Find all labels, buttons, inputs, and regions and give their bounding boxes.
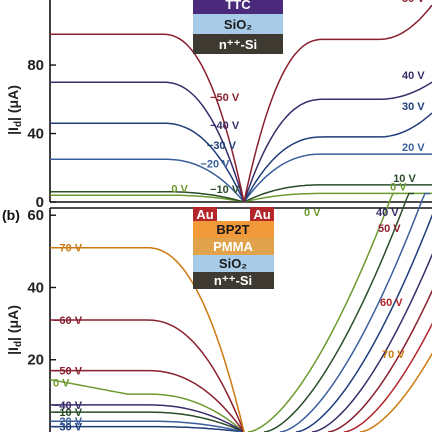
- panel-b-series-label: −20 V: [53, 416, 83, 428]
- panel-a-curve-left-minus-40-v: [50, 81, 245, 203]
- panel-b-y-axis-label: |Id| (μA): [5, 305, 24, 355]
- panel-a-curve-left-minus-30-v: [50, 122, 245, 203]
- panel-a-layer-n-si: [193, 34, 283, 54]
- panel-a-series-label: −10 V: [210, 184, 240, 196]
- panel-b-series-label: −40 V: [53, 400, 83, 412]
- panel-a-device-stack: TTC SiO₂ n⁺⁺-Si: [193, 0, 283, 54]
- panel-a-curve-right-0-v: [243, 192, 432, 203]
- panel-a-series-label: 0 V: [171, 183, 188, 195]
- panel-b-ticks: 20 40 60: [27, 207, 56, 369]
- panel-b-curve-left-minus-70-v: [50, 246, 245, 432]
- panel-a-curve-right-40-v: [243, 81, 432, 203]
- panel-a-series-label: −50 V: [210, 92, 240, 104]
- panel-b-series-labels: −30 V−20 V−10 V 0 V −40 V −50 V −60 V −70 V 0 …: [53, 207, 405, 432]
- panel-b-electrode-right: [250, 207, 274, 221]
- panel-b-series-label: −10 V: [53, 407, 83, 419]
- panel-a-series-label: 30 V: [402, 101, 425, 113]
- panel-a-series-label: 20 V: [402, 142, 425, 154]
- panel-a-ytick-label: 0: [36, 194, 44, 211]
- panel-b-curve-right-40-v: [311, 253, 432, 432]
- panel-a-curve-left-minus-10-v: [50, 190, 245, 203]
- panel-b-series-label: −30 V: [53, 422, 83, 432]
- panel-b-electrode-label: Au: [196, 207, 213, 222]
- panel-a-series-label: 50 V: [402, 0, 425, 5]
- panel-b-curve-right-20-v: [279, 192, 430, 432]
- panel-b-series-label: 70 V: [382, 349, 405, 361]
- panel-b-layer-pmma: [193, 238, 274, 255]
- panel-a-y-axis-label: |Id| (μA): [5, 85, 24, 135]
- panel-b-layer-label: BP2T: [216, 222, 249, 237]
- panel-b-curve-right-0-v: [247, 192, 398, 432]
- panel-b-ytick-label: 40: [27, 279, 44, 296]
- panel-b-layer-sio: [193, 255, 274, 272]
- panel-a-series-label: −40 V: [210, 120, 240, 132]
- panel-a-series-label: −20 V: [200, 159, 230, 171]
- panel-b-series-label: 40 V: [376, 207, 399, 219]
- panel-b-series-label: 50 V: [378, 223, 401, 235]
- panel-b-series-label: −70 V: [53, 243, 83, 255]
- panel-b-series-label: −60 V: [53, 315, 83, 327]
- panel-b-layer-label: PMMA: [213, 239, 253, 254]
- panel-b-electrode-left: [193, 207, 217, 221]
- panel-b-curve-right-70-v: [359, 352, 432, 432]
- panel-b-label: (b): [2, 207, 20, 223]
- panel-b-layer-label: SiO₂: [219, 256, 247, 271]
- panel-b-ytick-label: 60: [27, 207, 44, 224]
- panel-a-curves: [50, 4, 432, 203]
- panel-a-curve-left-minus-20-v: [50, 158, 245, 203]
- panel-b-curve-left-minus-20-v: [50, 420, 245, 432]
- panel-a-curve-left-minus-50-v: [50, 33, 245, 203]
- panel-b-curve-right-60-v: [343, 322, 432, 432]
- panel-a-ytick-label: 40: [27, 126, 44, 143]
- panel-a-curve-right-10-v: [243, 184, 432, 203]
- panel-b-curve-left-minus-10-v: [50, 411, 245, 432]
- panel-b-curve-right-30-v: [295, 213, 432, 432]
- panel-b-series-label: 60 V: [380, 297, 403, 309]
- panel-a-series-label: 40 V: [402, 70, 425, 82]
- panel-b-curve-left-minus-50-v: [50, 369, 245, 432]
- panel-a-series-label: 0 V: [390, 181, 407, 193]
- panel-b-curve-left-minus-30-v: [50, 425, 245, 432]
- panel-a-series-label: −30 V: [207, 140, 237, 152]
- panel-a-layer-sio: [193, 14, 283, 34]
- panel-a-layer-label: SiO₂: [224, 17, 252, 32]
- panel-a-layer-label: n⁺⁺-Si: [219, 37, 257, 52]
- panel-b-electrode-label: Au: [253, 207, 270, 222]
- panel-a-ticks: 0 40 80: [27, 57, 56, 211]
- panel-a-series-labels: 0 V −10 V−20 V−30 V−40 V−50 V0 V10 V20 V3…: [171, 0, 425, 196]
- panel-b-layer-n-si: [193, 272, 274, 289]
- panel-b-layer-label: n⁺⁺-Si: [214, 273, 252, 288]
- panel-b-layer-bp2t: [193, 221, 274, 238]
- panel-a-layer-label: TTC: [225, 0, 251, 12]
- panel-b-curves: [49, 192, 432, 432]
- panel-b-series-label: 0 V: [304, 207, 321, 219]
- panel-b-curve-left-minus-40-v: [50, 404, 245, 432]
- panel-a-curve-left-0-v: [50, 194, 245, 203]
- panel-b-series-label: 0 V: [53, 378, 70, 390]
- panel-b-curve-left-0-v: [49, 378, 245, 432]
- panel-b-curve-right-10-v: [263, 192, 414, 432]
- panel-a-curve-right-20-v: [243, 153, 432, 203]
- panel-a-layer-ttc: [193, 0, 283, 14]
- panel-b-ytick-label: 20: [27, 352, 44, 369]
- panel-a-curve-right-50-v: [243, 4, 432, 203]
- panel-b-series-label: −50 V: [53, 366, 83, 378]
- panel-a-series-label: 10 V: [393, 173, 416, 185]
- panel-a-curve-right-30-v: [243, 112, 432, 203]
- panel-a-ytick-label: 80: [27, 57, 44, 74]
- panel-b-curve-right-50-v: [327, 289, 432, 432]
- panel-b-curve-left-minus-60-v: [50, 319, 245, 432]
